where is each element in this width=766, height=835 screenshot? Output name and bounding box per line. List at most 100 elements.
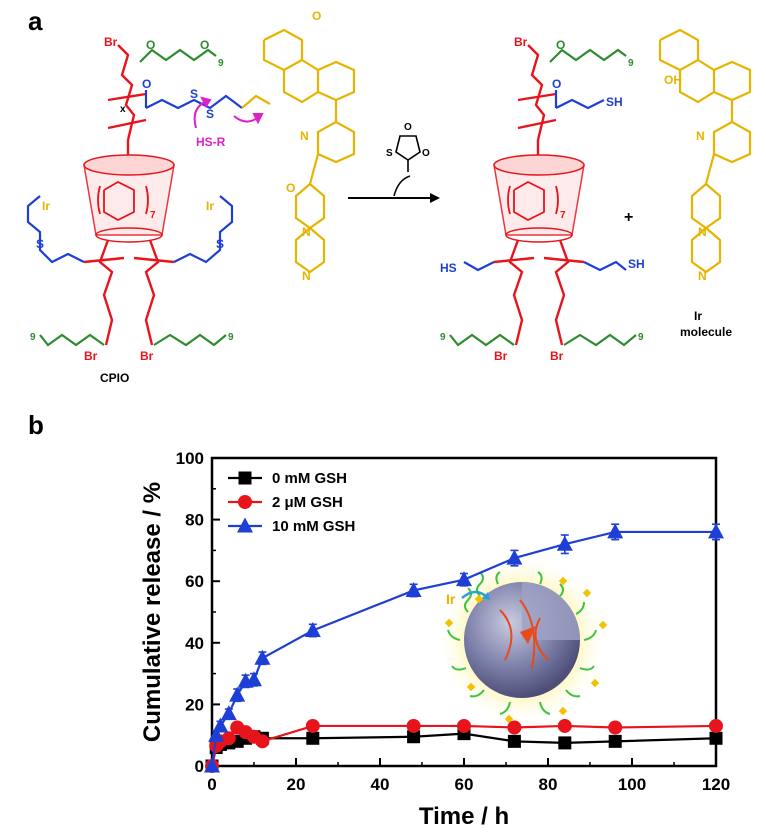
p-br-bl: Br	[494, 349, 508, 363]
panel-b-letter: b	[28, 410, 44, 440]
s2-top: S	[206, 107, 214, 121]
br-bottom-left: Br	[84, 349, 98, 363]
thiol-attack-arrows	[193, 96, 264, 129]
y-tick-label: 20	[185, 695, 204, 714]
fd-oh: OH	[664, 73, 682, 87]
peg-n-top: 9	[218, 58, 224, 69]
cpio-label: CPIO	[100, 371, 129, 385]
p-peg-n: 9	[628, 58, 634, 69]
legend: 0 mM GSH 2 μM GSH 10 mM GSH	[228, 470, 355, 535]
data-point	[230, 734, 244, 748]
data-point	[558, 736, 572, 750]
ir-right: Ir	[206, 199, 214, 213]
p-br-top: Br	[514, 35, 528, 49]
p-sh-right: SH	[628, 257, 645, 271]
p-hs-left: HS	[440, 261, 457, 275]
data-point	[204, 757, 220, 773]
data-point	[608, 720, 623, 735]
data-point	[507, 720, 522, 735]
data-point	[507, 734, 521, 748]
y-tick-label: 60	[185, 572, 204, 591]
data-point	[209, 741, 223, 755]
data-point	[222, 736, 236, 750]
nanoparticle-inset: Ir	[436, 554, 608, 726]
data-point	[406, 718, 421, 733]
plot-frame	[210, 456, 718, 768]
data-point	[237, 672, 254, 688]
product-structure: Br O 9 O SH 7 HS SH	[440, 35, 645, 363]
legend-label: 2 μM GSH	[272, 494, 343, 511]
y-axis-title: Cumulative release / %	[139, 482, 166, 742]
x-label-top: x	[120, 104, 126, 115]
y-tick-label: 40	[185, 634, 204, 653]
ir-molecule-label-2: molecule	[680, 325, 732, 339]
data-point	[405, 581, 422, 597]
legend-marker	[238, 495, 252, 509]
series-line	[210, 732, 717, 767]
data-point	[212, 717, 229, 733]
legend-label: 0 mM GSH	[272, 470, 347, 487]
byp-o-r: O	[422, 148, 430, 159]
data-point	[254, 649, 271, 665]
reaction-arrow: O S O	[348, 122, 440, 203]
data-point	[230, 720, 245, 735]
fd-n2: N	[698, 225, 707, 239]
legend-marker	[237, 517, 253, 533]
reaction-scheme: a Br x O O 9 O S S	[26, 6, 752, 385]
data-point	[247, 729, 261, 744]
data-point	[608, 734, 622, 748]
series-2	[204, 523, 724, 773]
cpio-structure: Br x O O 9 O S S 7	[26, 35, 243, 385]
data-point	[304, 621, 321, 637]
drug-n: N	[300, 129, 309, 143]
data-point	[229, 686, 246, 702]
series-0	[205, 727, 723, 773]
data-point	[456, 571, 472, 587]
data-point	[205, 759, 219, 773]
p-o-top: O	[552, 77, 561, 91]
fd-n3: N	[698, 269, 707, 283]
ir-left: Ir	[42, 199, 50, 213]
br-bottom-right: Br	[140, 349, 154, 363]
data-point	[209, 738, 224, 753]
peg-n-br: 9	[228, 332, 234, 343]
data-point	[607, 523, 624, 539]
byp-o-top: O	[404, 122, 412, 133]
cyclodextrin-core: 7	[83, 154, 175, 243]
p-peg-o: O	[556, 38, 565, 52]
data-point	[709, 718, 723, 733]
drug-o2: O	[286, 181, 295, 195]
x-tick-label: 80	[539, 775, 558, 794]
data-point	[255, 731, 269, 745]
x-tick-label: 0	[207, 775, 216, 794]
series-line	[210, 530, 716, 767]
x-tick-label: 60	[455, 775, 474, 794]
data-point	[305, 718, 320, 733]
series-1	[205, 718, 723, 773]
legend-label: 10 mM GSH	[272, 518, 355, 535]
s1-top: S	[190, 87, 198, 101]
data-point	[239, 731, 253, 745]
data-point	[457, 727, 471, 741]
data-point	[247, 730, 261, 744]
p-cd-seven: 7	[560, 210, 566, 221]
p-sh-top: SH	[606, 95, 623, 109]
data-point	[407, 730, 421, 744]
drug-attached	[241, 28, 356, 274]
data-point	[221, 731, 236, 746]
y-tick-label: 0	[195, 757, 204, 776]
drug-n2: N	[302, 225, 311, 239]
data-point	[708, 523, 724, 539]
br-label-top: Br	[104, 35, 118, 49]
o-linker-top: O	[142, 77, 151, 91]
peg-n-bl: 9	[30, 332, 36, 343]
byp-s: S	[386, 148, 393, 159]
data-point	[457, 718, 471, 733]
hs-r-label: HS-R	[196, 135, 226, 149]
x-tick-label: 20	[287, 775, 306, 794]
fd-n: N	[696, 129, 705, 143]
data-point	[213, 737, 227, 751]
data-point	[246, 671, 262, 687]
data-point	[205, 759, 219, 773]
legend-marker	[238, 471, 252, 485]
